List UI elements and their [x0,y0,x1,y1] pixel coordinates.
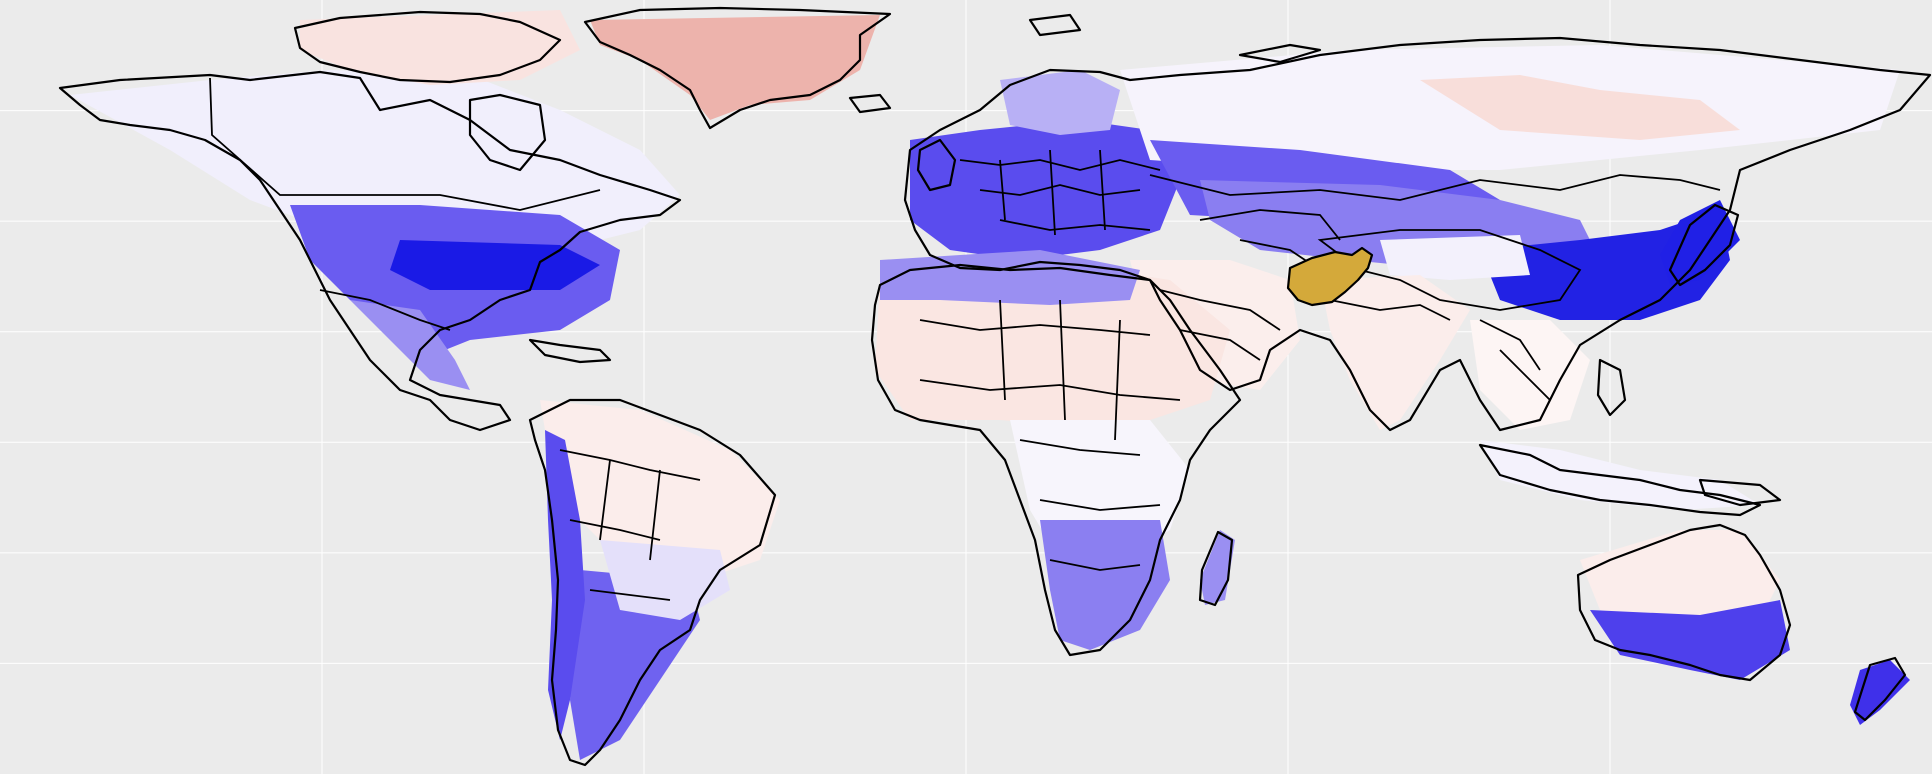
border-south-america-grid [559,449,701,601]
shade-india [1320,275,1470,430]
shade-indonesia [1480,440,1760,510]
border-southeast-asia [1479,319,1551,401]
coast-japan [1668,203,1740,287]
coast-africa [870,263,1242,657]
coast-novaya-zemlya [1238,43,1322,64]
shade-north-america-north [70,70,680,250]
shade-madagascar [1200,530,1235,605]
coast-south-america [528,398,777,767]
shade-tibet [1380,235,1530,280]
shade-south-america-mid [600,540,730,620]
shade-russia-red [1420,75,1740,140]
shade-us-core [390,240,600,290]
coast-new-guinea [1698,478,1782,507]
coast-eurasia [903,36,1932,432]
shade-greenland [590,15,880,120]
coast-svalbard [1028,13,1082,37]
coast-uk [916,138,957,192]
border-us-canada [209,77,601,211]
coast-hudson-bay [468,93,547,172]
border-china [1317,229,1582,311]
shade-australia-south [1590,600,1790,680]
coast-arctic-islands [293,10,562,84]
coast-australia [1576,523,1792,682]
shade-africa-north [875,260,1230,430]
shade-new-zealand [1850,660,1910,725]
country-borders [209,77,1721,601]
coast-greenland [583,6,892,130]
border-us-mexico [319,289,451,331]
shade-europe [910,120,1180,260]
coastlines [58,6,1932,767]
shade-japan [1660,200,1740,285]
coast-philippines [1596,358,1627,417]
border-india [1329,299,1451,321]
coast-iceland [848,93,892,114]
shade-africa-south [1040,520,1170,650]
highlighted-country-afghanistan[interactable] [1286,246,1374,307]
coast-madagascar [1198,530,1234,607]
coast-new-zealand [1853,656,1907,722]
shade-scandinavia [1000,70,1120,135]
shade-andes [545,430,585,740]
shade-southeast-asia [1470,320,1590,430]
coast-north-america [58,70,682,432]
border-africa-grid [919,299,1181,571]
value-shading [70,10,1910,760]
border-middle-east [1159,289,1281,361]
border-russia-south [1149,174,1721,201]
shade-mexico [350,300,470,390]
coast-indonesia [1478,443,1762,517]
shade-arctic-islands [300,10,580,85]
coast-caribbean [528,338,612,364]
border-europe-grid [959,149,1161,236]
